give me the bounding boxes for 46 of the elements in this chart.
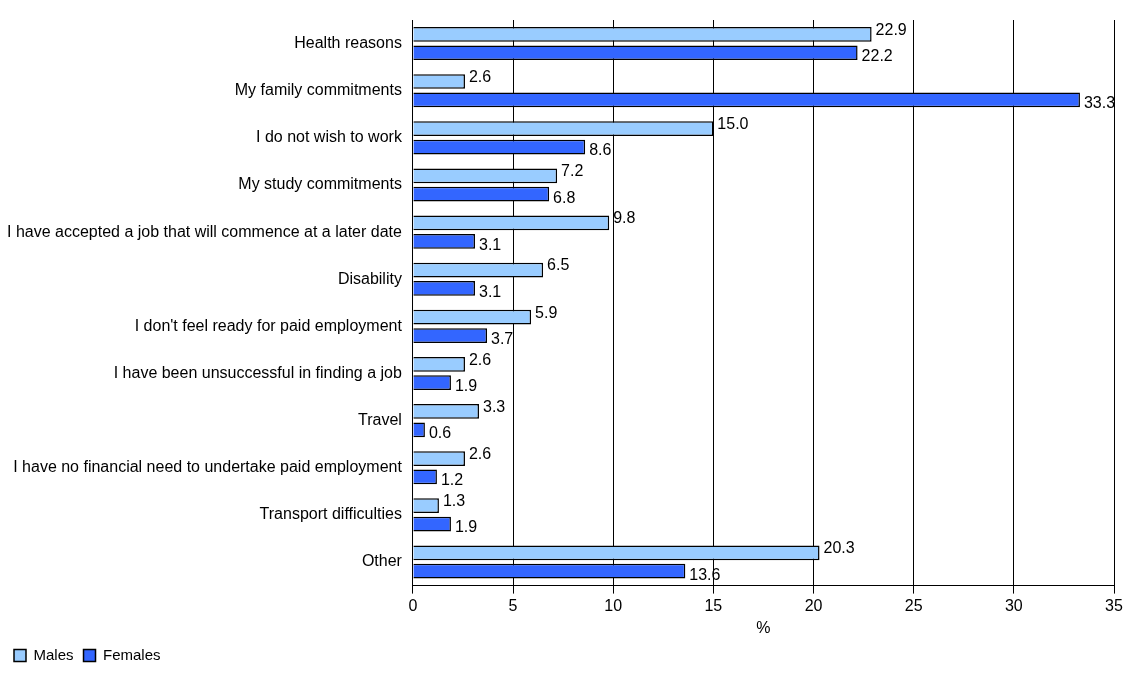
data-label: 2.6 — [468, 350, 492, 368]
data-label: 6.5 — [547, 256, 570, 274]
data-label: 1.9 — [454, 377, 478, 395]
y-tick-label: My family commitments — [234, 81, 402, 99]
x-tick-label: 25 — [904, 596, 923, 614]
data-label: 1.3 — [442, 492, 466, 510]
x-tick-label: 5 — [508, 596, 518, 614]
y-tick-label: I don't feel ready for paid employment — [134, 316, 403, 334]
data-label: 8.6 — [589, 141, 612, 159]
y-tick-label: I have been unsuccessful in finding a job — [113, 363, 402, 381]
y-tick-label: Disability — [337, 269, 402, 287]
data-label: 7.2 — [561, 162, 584, 180]
data-label: 2.6 — [468, 67, 492, 85]
x-axis-title: % — [756, 618, 771, 636]
y-tick-label: I have accepted a job that will commence at a later date — [7, 222, 402, 240]
y-tick-label: Other — [361, 552, 403, 570]
data-label: 1.9 — [454, 518, 478, 536]
legend-label: Females — [103, 645, 161, 663]
y-tick-label: Health reasons — [294, 33, 402, 51]
data-label: 2.6 — [468, 444, 492, 462]
data-label: 9.8 — [613, 209, 636, 227]
data-label: 22.9 — [875, 20, 907, 38]
x-tick-label: 10 — [604, 596, 623, 614]
y-tick-label: My study commitments — [238, 175, 402, 193]
x-tick-label: 15 — [704, 596, 723, 614]
data-label: 1.2 — [440, 471, 464, 489]
y-tick-label: I have no financial need to undertake paid employment — [13, 458, 403, 476]
y-tick-label: Transport difficulties — [259, 505, 402, 523]
x-tick-label: 20 — [804, 596, 823, 614]
data-label: 3.7 — [491, 329, 514, 347]
data-label: 6.8 — [553, 188, 576, 206]
data-label: 3.3 — [483, 397, 506, 415]
y-tick-label: Travel — [358, 411, 402, 429]
data-label: 20.3 — [823, 539, 855, 557]
x-tick-label: 0 — [408, 596, 418, 614]
x-tick-label: 35 — [1105, 596, 1123, 614]
x-tick-label: 30 — [1004, 596, 1023, 614]
data-label: 15.0 — [717, 115, 749, 133]
y-tick-label: I do not wish to work — [256, 128, 403, 146]
data-label: 0.6 — [428, 424, 452, 442]
data-label: 3.1 — [478, 282, 502, 300]
legend-label: Males — [33, 645, 74, 663]
data-label: 22.2 — [861, 47, 893, 65]
data-label: 33.3 — [1083, 94, 1116, 112]
data-label: 5.9 — [535, 303, 558, 321]
data-label: 3.1 — [478, 235, 502, 253]
